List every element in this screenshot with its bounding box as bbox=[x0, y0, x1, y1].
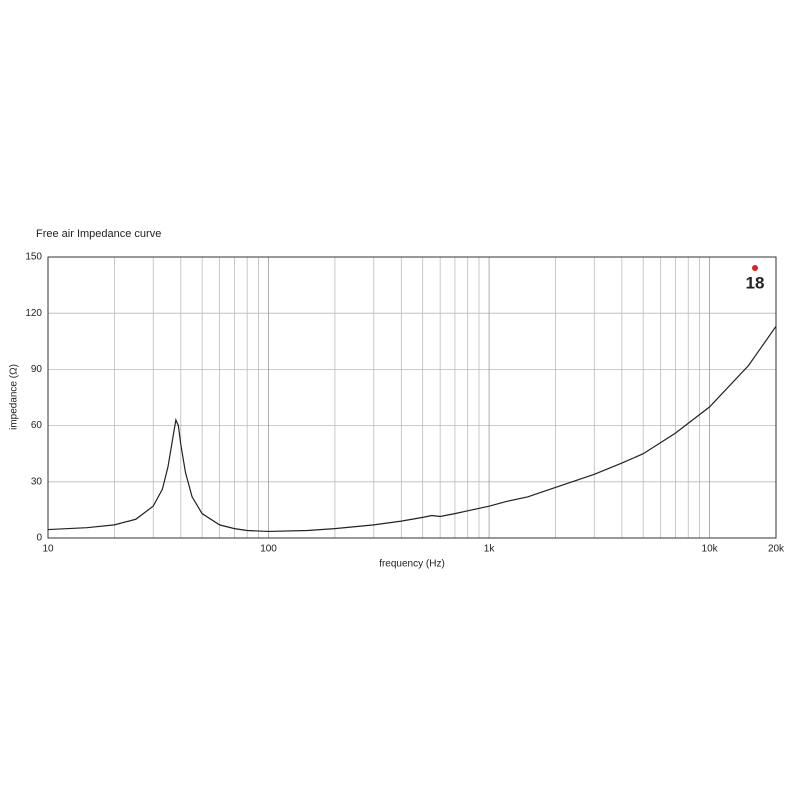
y-tick-label: 150 bbox=[25, 252, 42, 263]
impedance-line bbox=[47, 325, 777, 533]
y-tick-label: 30 bbox=[31, 476, 43, 487]
y-tick-label: 0 bbox=[36, 533, 42, 544]
chart-title: Free air Impedance curve bbox=[36, 228, 161, 240]
x-tick-label: 10k bbox=[702, 544, 719, 555]
y-axis-label: impedance (Ω) bbox=[9, 364, 20, 430]
y-tick-label: 120 bbox=[25, 308, 42, 319]
x-axis-label: frequency (Hz) bbox=[379, 559, 445, 570]
logo-dot bbox=[752, 265, 758, 271]
logo: 18 bbox=[746, 273, 765, 292]
y-tick-label: 90 bbox=[31, 364, 43, 375]
x-tick-label: 20k bbox=[768, 544, 785, 555]
y-tick-label: 60 bbox=[31, 420, 43, 431]
plot-frame bbox=[47, 256, 777, 539]
x-tick-label: 100 bbox=[260, 544, 277, 555]
x-tick-label: 10 bbox=[42, 544, 54, 555]
x-tick-label: 1k bbox=[484, 544, 496, 555]
